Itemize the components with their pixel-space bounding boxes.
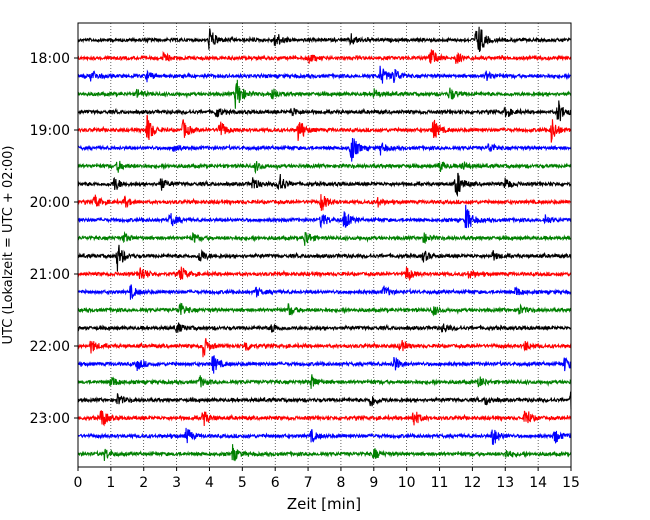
x-tick-label: 2 [139, 475, 148, 491]
trace-line [77, 49, 572, 64]
trace-line [77, 427, 572, 446]
trace-line [77, 204, 572, 229]
x-tick-label: 3 [172, 475, 181, 491]
vertical-grid [110, 23, 539, 467]
trace-line [77, 26, 572, 52]
x-axis: 0 1 2 3 4 5 6 7 8 9 10 11 12 13 14 15 [74, 467, 580, 491]
trace-line [77, 355, 572, 374]
x-tick-label: 8 [336, 475, 345, 491]
y-axis: 18:00 19:00 20:00 21:00 22:00 23:00 [30, 51, 78, 427]
x-tick-label: 5 [238, 475, 247, 491]
x-axis-label: Zeit [min] [287, 495, 361, 513]
x-tick-label: 6 [271, 475, 280, 491]
trace-line [77, 338, 572, 358]
x-tick-label: 1 [106, 475, 115, 491]
y-tick-label: 22:00 [30, 339, 70, 355]
y-tick-label: 21:00 [30, 267, 70, 283]
y-axis-label: UTC (Lokalzeit = UTC + 02:00) [1, 146, 16, 345]
trace-line [77, 322, 572, 334]
x-tick-label: 0 [74, 475, 83, 491]
trace-line [77, 65, 572, 84]
x-tick-label: 4 [205, 475, 214, 491]
trace-line [77, 374, 572, 389]
trace-line [77, 391, 572, 410]
x-tick-label: 11 [431, 475, 449, 491]
trace-lines [77, 26, 572, 462]
x-tick-label: 15 [562, 475, 580, 491]
trace-line [77, 302, 572, 317]
y-tick-label: 23:00 [30, 411, 70, 427]
x-tick-label: 10 [398, 475, 416, 491]
trace-line [77, 410, 572, 427]
y-tick-label: 20:00 [30, 195, 70, 211]
y-tick-label: 18:00 [30, 51, 70, 67]
trace-line [77, 231, 572, 246]
trace-line [77, 244, 572, 272]
x-tick-label: 9 [369, 475, 378, 491]
plot-frame [77, 22, 572, 468]
trace-line [77, 160, 572, 175]
trace-line [77, 79, 572, 109]
x-tick-label: 12 [463, 475, 481, 491]
trace-line [77, 100, 572, 122]
trace-line [77, 444, 572, 462]
trace-line [77, 138, 572, 162]
trace-line [77, 194, 572, 211]
trace-line [77, 284, 572, 300]
trace-line [77, 266, 572, 282]
x-tick-label: 14 [529, 475, 547, 491]
x-tick-label: 7 [304, 475, 313, 491]
trace-line [77, 114, 572, 143]
x-tick-label: 13 [496, 475, 514, 491]
trace-line [77, 172, 572, 198]
y-tick-label: 19:00 [30, 123, 70, 139]
